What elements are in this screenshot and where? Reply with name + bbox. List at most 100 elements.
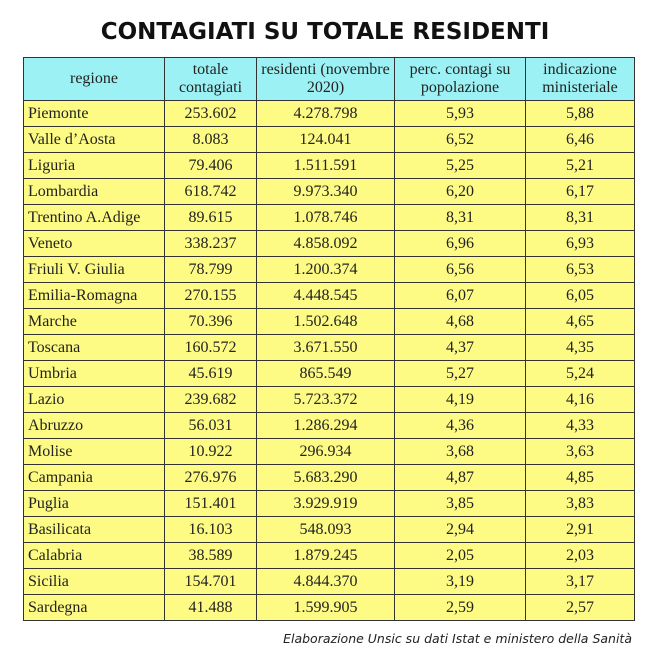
- totale-contagiati-cell: 338.237: [164, 230, 257, 257]
- perc-contagi-cell: 4,19: [394, 386, 526, 413]
- regione-cell: Umbria: [23, 360, 165, 387]
- header-perc-contagi-label: perc. contagi su popolazione: [409, 61, 511, 96]
- indicazione-cell: 6,53: [525, 256, 635, 283]
- table-row: Marche 70.396 1.502.648 4,68 4,65: [23, 308, 635, 335]
- totale-contagiati-cell: 41.488: [164, 594, 257, 621]
- indicazione-cell: 4,33: [525, 412, 635, 439]
- table-row: Veneto 338.237 4.858.092 6,96 6,93: [23, 230, 635, 257]
- header-residenti-label: residenti (novembre 2020): [261, 61, 390, 96]
- header-indicazione-ministeriale: indicazione ministeriale: [525, 57, 635, 101]
- perc-contagi-cell: 4,87: [394, 464, 526, 491]
- perc-contagi-cell: 3,85: [394, 490, 526, 517]
- residenti-cell: 296.934: [256, 438, 395, 465]
- residenti-cell: 4.844.370: [256, 568, 395, 595]
- regione-cell: Lazio: [23, 386, 165, 413]
- regione-cell: Basilicata: [23, 516, 165, 543]
- totale-contagiati-cell: 8.083: [164, 126, 257, 153]
- residenti-cell: 4.448.545: [256, 282, 395, 309]
- regione-cell: Toscana: [23, 334, 165, 361]
- indicazione-cell: 3,83: [525, 490, 635, 517]
- totale-contagiati-cell: 154.701: [164, 568, 257, 595]
- totale-contagiati-cell: 618.742: [164, 178, 257, 205]
- regione-cell: Sicilia: [23, 568, 165, 595]
- regione-cell: Abruzzo: [23, 412, 165, 439]
- perc-contagi-cell: 4,36: [394, 412, 526, 439]
- source-caption: Elaborazione Unsic su dati Istat e minis…: [283, 631, 632, 646]
- residenti-cell: 3.929.919: [256, 490, 395, 517]
- table-row: Lazio 239.682 5.723.372 4,19 4,16: [23, 386, 635, 413]
- table-row: Abruzzo 56.031 1.286.294 4,36 4,33: [23, 412, 635, 439]
- table-row: Friuli V. Giulia 78.799 1.200.374 6,56 6,53: [23, 256, 635, 283]
- indicazione-cell: 5,24: [525, 360, 635, 387]
- table-row: Toscana 160.572 3.671.550 4,37 4,35: [23, 334, 635, 361]
- table-row: Puglia 151.401 3.929.919 3,85 3,83: [23, 490, 635, 517]
- regione-cell: Molise: [23, 438, 165, 465]
- regione-cell: Campania: [23, 464, 165, 491]
- totale-contagiati-cell: 160.572: [164, 334, 257, 361]
- header-perc-contagi: perc. contagi su popolazione: [394, 57, 526, 101]
- header-indicazione-label: indicazione ministeriale: [542, 61, 618, 96]
- indicazione-cell: 5,21: [525, 152, 635, 179]
- perc-contagi-cell: 2,59: [394, 594, 526, 621]
- regione-cell: Valle d’Aosta: [23, 126, 165, 153]
- residenti-cell: 548.093: [256, 516, 395, 543]
- table-row: Molise 10.922 296.934 3,68 3,63: [23, 438, 635, 465]
- page-title: CONTAGIATI SU TOTALE RESIDENTI: [100, 19, 550, 45]
- residenti-cell: 4.278.798: [256, 100, 395, 127]
- indicazione-cell: 2,03: [525, 542, 635, 569]
- perc-contagi-cell: 4,37: [394, 334, 526, 361]
- residenti-cell: 124.041: [256, 126, 395, 153]
- totale-contagiati-cell: 38.589: [164, 542, 257, 569]
- totale-contagiati-cell: 270.155: [164, 282, 257, 309]
- header-residenti: residenti (novembre 2020): [256, 57, 395, 101]
- perc-contagi-cell: 3,19: [394, 568, 526, 595]
- residenti-cell: 5.723.372: [256, 386, 395, 413]
- regione-cell: Piemonte: [23, 100, 165, 127]
- table-row: Valle d’Aosta 8.083 124.041 6,52 6,46: [23, 126, 635, 153]
- regione-cell: Trentino A.Adige: [23, 204, 165, 231]
- perc-contagi-cell: 4,68: [394, 308, 526, 335]
- regione-cell: Marche: [23, 308, 165, 335]
- table-row: Calabria 38.589 1.879.245 2,05 2,03: [23, 542, 635, 569]
- header-regione: regione: [23, 57, 165, 101]
- perc-contagi-cell: 2,05: [394, 542, 526, 569]
- perc-contagi-cell: 6,20: [394, 178, 526, 205]
- perc-contagi-cell: 8,31: [394, 204, 526, 231]
- indicazione-cell: 5,88: [525, 100, 635, 127]
- perc-contagi-cell: 3,68: [394, 438, 526, 465]
- residenti-cell: 1.511.591: [256, 152, 395, 179]
- totale-contagiati-cell: 89.615: [164, 204, 257, 231]
- totale-contagiati-cell: 253.602: [164, 100, 257, 127]
- indicazione-cell: 6,17: [525, 178, 635, 205]
- indicazione-cell: 4,35: [525, 334, 635, 361]
- header-regione-label: regione: [70, 70, 118, 87]
- regione-cell: Veneto: [23, 230, 165, 257]
- regione-cell: Lombardia: [23, 178, 165, 205]
- totale-contagiati-cell: 45.619: [164, 360, 257, 387]
- indicazione-cell: 6,05: [525, 282, 635, 309]
- residenti-cell: 1.078.746: [256, 204, 395, 231]
- residenti-cell: 1.286.294: [256, 412, 395, 439]
- perc-contagi-cell: 6,56: [394, 256, 526, 283]
- totale-contagiati-cell: 79.406: [164, 152, 257, 179]
- regione-cell: Liguria: [23, 152, 165, 179]
- table-row: Sicilia 154.701 4.844.370 3,19 3,17: [23, 568, 635, 595]
- table-row: Emilia-Romagna 270.155 4.448.545 6,07 6,05: [23, 282, 635, 309]
- totale-contagiati-cell: 56.031: [164, 412, 257, 439]
- header-totale-contagiati-label: totale contagiati: [178, 61, 243, 96]
- table-row: Liguria 79.406 1.511.591 5,25 5,21: [23, 152, 635, 179]
- header-totale-contagiati: totale contagiati: [164, 57, 257, 101]
- page: CONTAGIATI SU TOTALE RESIDENTI regione t…: [23, 19, 635, 646]
- perc-contagi-cell: 6,52: [394, 126, 526, 153]
- indicazione-cell: 6,93: [525, 230, 635, 257]
- indicazione-cell: 3,63: [525, 438, 635, 465]
- residenti-cell: 865.549: [256, 360, 395, 387]
- indicazione-cell: 4,16: [525, 386, 635, 413]
- perc-contagi-cell: 2,94: [394, 516, 526, 543]
- indicazione-cell: 4,85: [525, 464, 635, 491]
- table-row: Trentino A.Adige 89.615 1.078.746 8,31 8,31: [23, 204, 635, 231]
- residenti-cell: 9.973.340: [256, 178, 395, 205]
- residenti-cell: 1.599.905: [256, 594, 395, 621]
- table-row: Sardegna 41.488 1.599.905 2,59 2,57: [23, 594, 635, 621]
- indicazione-cell: 4,65: [525, 308, 635, 335]
